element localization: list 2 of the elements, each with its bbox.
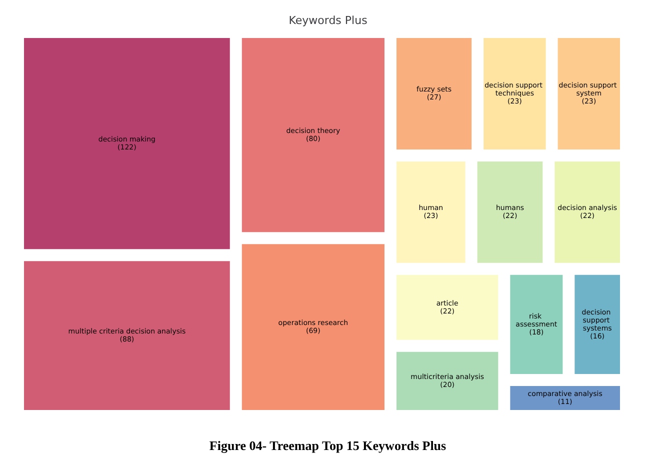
caption: Figure 04- Treemap Top 15 Keywords Plus — [209, 438, 446, 453]
text: Keywords Plus — [288, 14, 368, 27]
